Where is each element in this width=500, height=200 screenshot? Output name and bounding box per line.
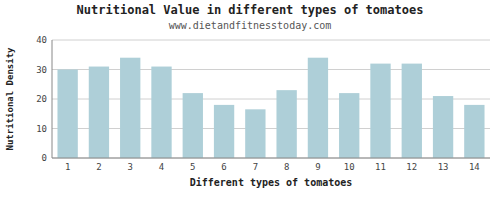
bar [464,105,484,158]
bar [276,90,296,158]
grid-line [52,158,490,159]
x-tick-label: 3 [128,162,133,172]
x-axis: 1234567891011121314 [65,162,480,172]
x-tick-label: 4 [159,162,164,172]
bar [214,105,234,158]
x-tick-label: 13 [438,162,449,172]
title: Nutritional Value in different types of … [77,3,424,17]
bar [89,67,109,158]
x-tick-label: 10 [344,162,355,172]
bar [183,93,203,158]
bar [57,70,77,159]
y-tick-label: 30 [36,65,47,75]
x-tick-label: 2 [96,162,101,172]
x-tick-label: 1 [65,162,70,172]
grid-line [52,69,490,70]
grid-line [52,128,490,129]
y-axis: 0 10 20 30 40 [36,35,490,163]
x-axis-label: Different types of tomatoes [190,177,353,188]
bars [57,58,484,158]
bar [433,96,453,158]
grid-line [52,99,490,100]
bar [245,109,265,158]
y-tick-label: 20 [36,94,47,104]
bar [339,93,359,158]
y-tick-label: 10 [36,124,47,134]
x-axis-line [52,158,490,159]
bar [402,64,422,158]
x-tick-label: 7 [253,162,258,172]
x-tick-label: 14 [469,162,480,172]
grid-line [52,40,490,41]
x-tick-label: 6 [221,162,226,172]
chart: Nutritional Value in different types of … [0,0,500,200]
page: {"chart_data": {"type": "bar", "title": … [0,0,500,200]
x-tick-label: 8 [284,162,289,172]
y-tick-label: 0 [42,153,47,163]
bar [308,58,328,158]
subtitle: www.dietandfitnesstoday.com [169,20,332,31]
y-tick-label: 40 [36,35,47,45]
x-tick-label: 12 [406,162,417,172]
x-tick-label: 5 [190,162,195,172]
x-tick-label: 9 [315,162,320,172]
bar [120,58,140,158]
y-axis-label: Nutritional Density [5,47,15,151]
bar [370,64,390,158]
x-tick-label: 11 [375,162,386,172]
bar [151,67,171,158]
y-axis-line [52,40,53,158]
